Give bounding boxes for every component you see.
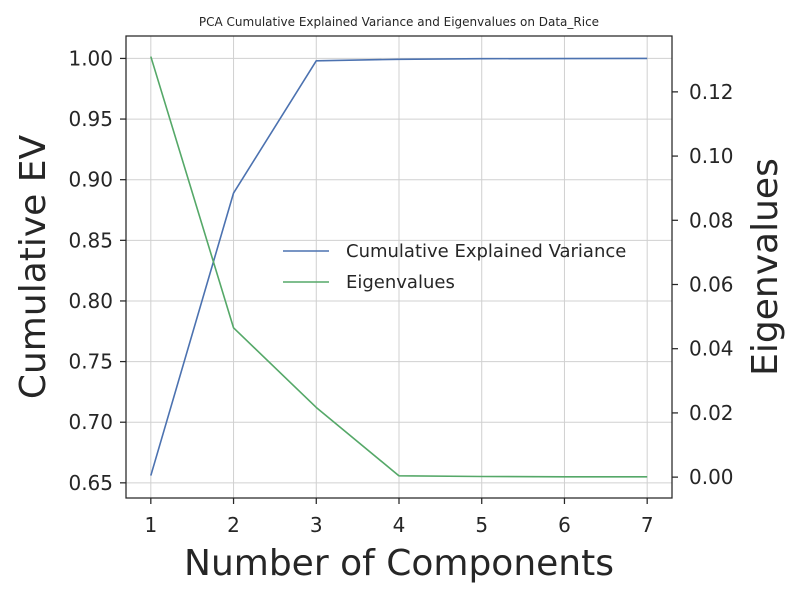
y-tick-label-left: 0.65 [68,471,113,495]
grid [126,36,672,498]
series-lines [150,56,648,478]
y-tick-label-right: 0.08 [689,208,734,232]
y-tick-label-left: 1.00 [68,46,113,70]
x-tick-label: 6 [558,513,571,537]
y-tick-label-right: 0.12 [689,80,734,104]
y-tick-label-right: 0.02 [689,401,734,425]
x-tick-label: 3 [310,513,323,537]
cumulative-ev-line [150,57,648,476]
x-tick-label: 7 [641,513,654,537]
y-tick-label-left: 0.80 [68,289,113,313]
y-tick-label-left: 0.85 [68,228,113,252]
legend-label-cumulative: Cumulative Explained Variance [346,241,626,262]
y-tick-label-left: 0.95 [68,107,113,131]
y-tick-label-right: 0.00 [689,465,734,489]
y-tick-label-left: 0.70 [68,410,113,434]
ticks: 1 2 3 4 5 6 7 0.65 0.70 0.75 0.80 0.85 0.90 0.95 1.00 0… [68,46,733,537]
y-tick-label-left: 0.90 [68,168,113,192]
x-tick-label: 1 [144,513,157,537]
y-axis-right-title: Eigenvalues [745,158,786,376]
x-tick-label: 2 [227,513,240,537]
chart-title: PCA Cumulative Explained Variance and Ei… [199,15,599,29]
legend: Cumulative Explained Variance Eigenvalue… [283,241,626,293]
x-tick-label: 4 [393,513,406,537]
eigenvalues-line [150,56,648,478]
y-tick-label-right: 0.06 [689,272,734,296]
y-tick-label-left: 0.75 [68,350,113,374]
y-tick-label-right: 0.10 [689,144,734,168]
legend-label-eigenvalues: Eigenvalues [346,272,455,293]
x-axis-title: Number of Components [184,543,614,584]
y-tick-label-right: 0.04 [689,337,734,361]
x-tick-label: 5 [475,513,488,537]
y-axis-left-title: Cumulative EV [13,134,54,399]
